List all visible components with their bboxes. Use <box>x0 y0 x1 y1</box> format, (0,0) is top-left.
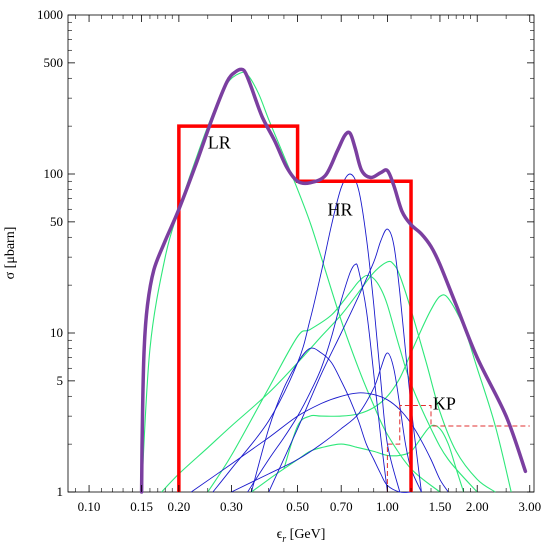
green-curves-layer <box>141 71 512 493</box>
x-tick-label: 0.15 <box>130 499 153 514</box>
y-tick-label: 500 <box>44 55 64 70</box>
green-curve-3 <box>207 274 478 493</box>
blue-curve-1 <box>212 173 401 493</box>
region-label-kp: KP <box>433 394 456 414</box>
region-bins-layer <box>177 124 413 492</box>
labels-layer: LR HR KP <box>208 132 456 413</box>
blue-curve-6 <box>190 392 449 493</box>
blue-curve-3 <box>250 347 412 493</box>
kp-bins-layer <box>386 404 530 492</box>
x-axis-title: ϵr [GeV] <box>277 527 326 545</box>
blue-curve-2 <box>268 228 422 493</box>
x-tick-label: 1.50 <box>429 499 452 514</box>
region-label-lr: LR <box>208 132 231 152</box>
blue-curve-5 <box>231 352 422 493</box>
x-tick-label: 0.50 <box>286 499 309 514</box>
y-tick-label: 1 <box>57 484 64 499</box>
y-tick-label: 50 <box>50 214 63 229</box>
y-tick-label: 10 <box>50 325 63 340</box>
y-tick-label: 1000 <box>37 7 63 22</box>
blue-curves-layer <box>190 173 449 493</box>
x-tick-label: 1.00 <box>376 499 399 514</box>
plot-frame <box>67 14 535 493</box>
y-tick-label: 5 <box>57 373 64 388</box>
green-curve-2 <box>161 260 496 493</box>
green-curve-1 <box>141 71 441 493</box>
x-tick-label: 0.10 <box>78 499 101 514</box>
x-axis-unit: [GeV] <box>286 527 325 542</box>
region-bins-line <box>177 124 413 492</box>
x-tick-label: 2.00 <box>466 499 489 514</box>
y-axis-title: σ [μbarn] <box>3 227 18 280</box>
blue-curve-4 <box>247 263 388 493</box>
x-tick-label: 0.70 <box>330 499 353 514</box>
axes-layer: 1 5 10 50 100 500 1000 0.10 0.15 0.20 0.30 0.50 0.70… <box>37 7 541 514</box>
x-axis-symbol: ϵ <box>277 527 283 542</box>
kp-bins-line <box>386 404 530 492</box>
y-tick-label: 100 <box>44 166 64 181</box>
x-tick-label: 3.00 <box>518 499 541 514</box>
total-curve <box>139 67 528 494</box>
region-label-hr: HR <box>328 199 353 219</box>
green-curve-5 <box>251 424 465 493</box>
x-tick-label: 0.20 <box>167 499 190 514</box>
total-curve-layer <box>139 67 528 494</box>
x-tick-label: 0.30 <box>220 499 243 514</box>
x-axis-subscript: r <box>282 534 286 545</box>
